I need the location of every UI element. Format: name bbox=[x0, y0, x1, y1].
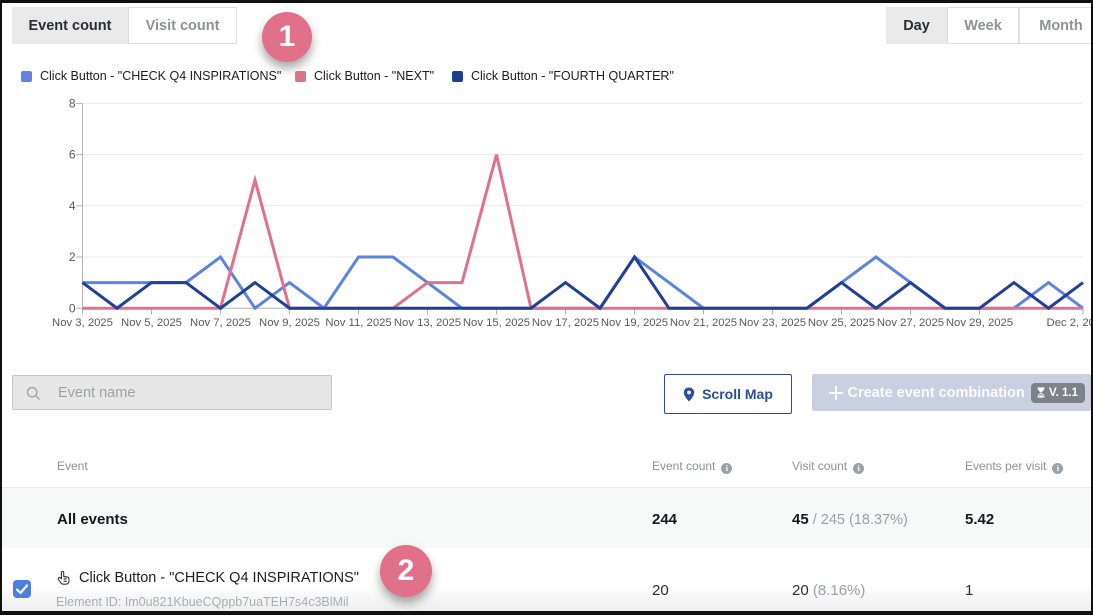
svg-text:Nov 27, 2025: Nov 27, 2025 bbox=[877, 317, 944, 329]
svg-text:Nov 25, 2025: Nov 25, 2025 bbox=[808, 317, 875, 329]
svg-text:Nov 23, 2025: Nov 23, 2025 bbox=[739, 317, 806, 329]
svg-text:Dec 2, 2025: Dec 2, 2025 bbox=[1047, 317, 1093, 329]
svg-text:Nov 19, 2025: Nov 19, 2025 bbox=[601, 317, 668, 329]
svg-text:Nov 7, 2025: Nov 7, 2025 bbox=[190, 317, 251, 329]
svg-text:8: 8 bbox=[69, 97, 76, 111]
svg-text:Nov 29, 2025: Nov 29, 2025 bbox=[946, 317, 1013, 329]
svg-text:6: 6 bbox=[69, 148, 76, 162]
svg-text:Nov 21, 2025: Nov 21, 2025 bbox=[670, 317, 737, 329]
svg-text:Nov 13, 2025: Nov 13, 2025 bbox=[394, 317, 461, 329]
svg-text:Nov 11, 2025: Nov 11, 2025 bbox=[325, 317, 391, 329]
svg-text:Nov 17, 2025: Nov 17, 2025 bbox=[532, 317, 599, 329]
svg-text:Nov 15, 2025: Nov 15, 2025 bbox=[463, 317, 530, 329]
svg-text:Nov 3, 2025: Nov 3, 2025 bbox=[52, 317, 113, 329]
svg-text:Nov 5, 2025: Nov 5, 2025 bbox=[121, 317, 182, 329]
svg-text:2: 2 bbox=[69, 250, 76, 264]
svg-text:4: 4 bbox=[69, 199, 76, 213]
svg-text:Nov 9, 2025: Nov 9, 2025 bbox=[259, 317, 320, 329]
svg-text:0: 0 bbox=[69, 301, 76, 315]
